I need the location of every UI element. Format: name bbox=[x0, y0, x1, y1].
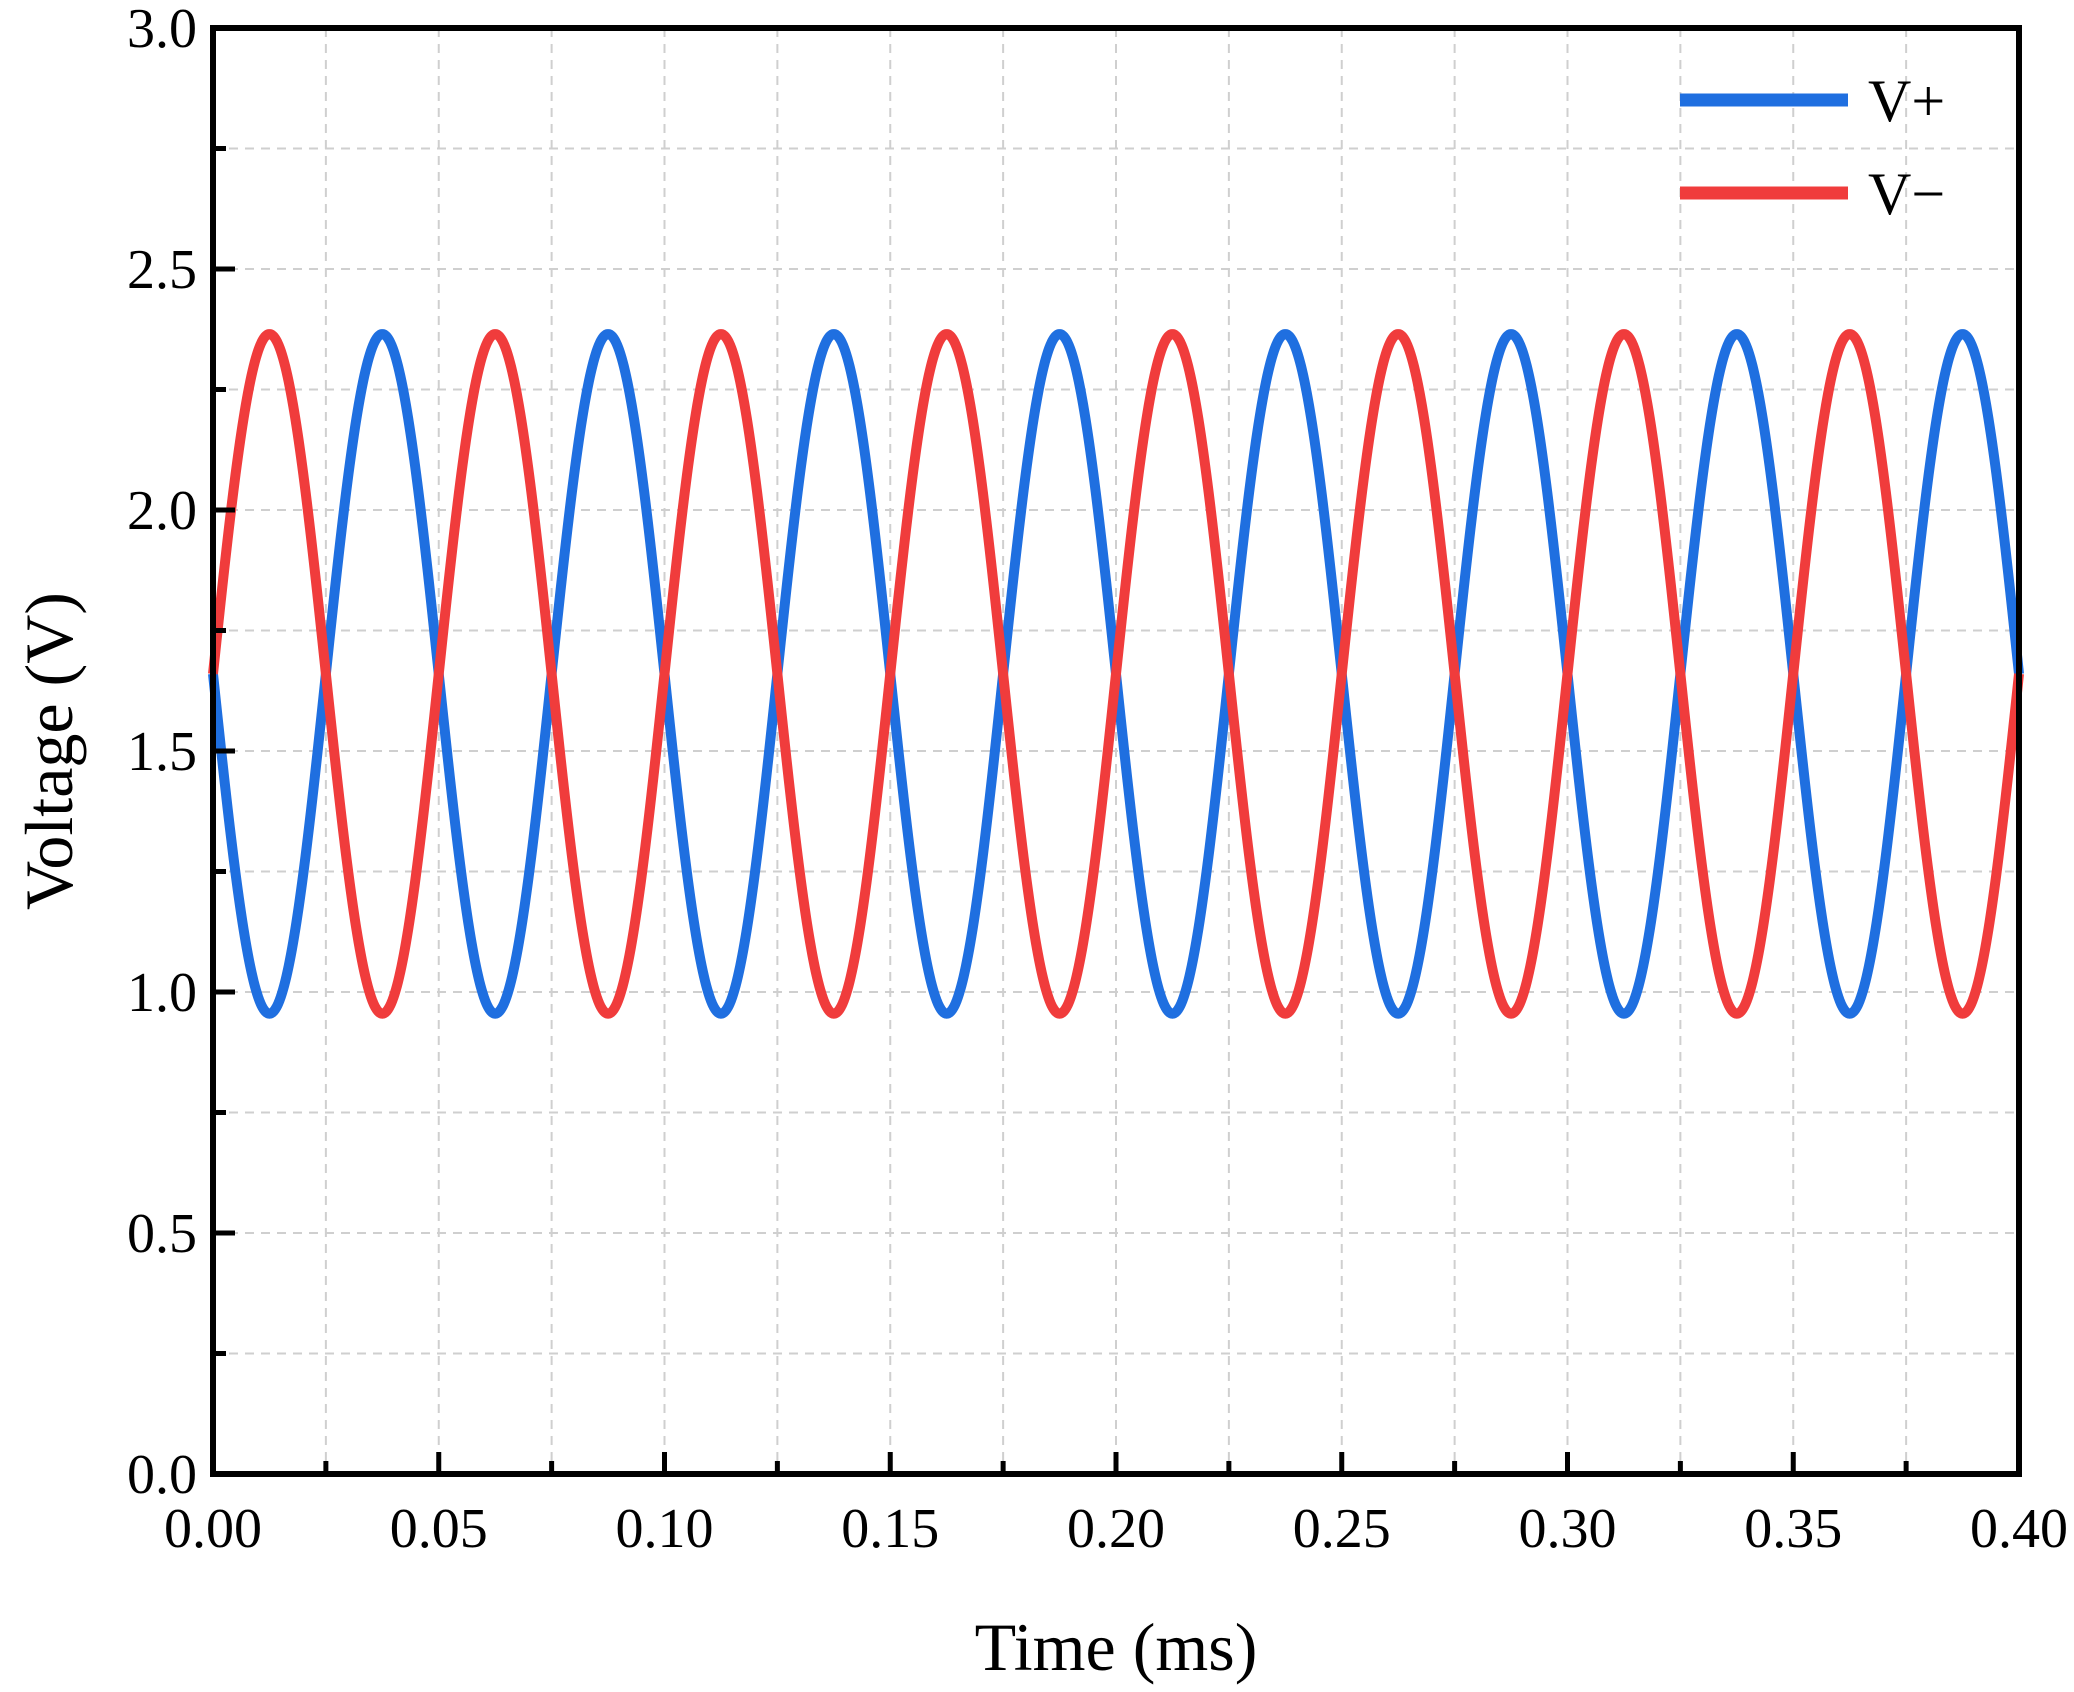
y-tick-label: 3.0 bbox=[127, 0, 197, 60]
x-axis-title: Time (ms) bbox=[975, 1609, 1258, 1685]
tick-labels: 0.00 0.05 0.10 0.15 0.20 0.25 0.30 0.35 0.40 0.0 0… bbox=[127, 0, 2068, 1560]
legend: V+ V− bbox=[1680, 68, 1945, 227]
y-tick-label: 2.0 bbox=[127, 480, 197, 542]
y-tick-label: 0.0 bbox=[127, 1444, 197, 1506]
grid bbox=[213, 28, 2019, 1474]
x-tick-label: 0.25 bbox=[1293, 1498, 1391, 1560]
series-layer bbox=[208, 329, 2024, 1019]
x-tick-label: 0.05 bbox=[390, 1498, 488, 1560]
x-tick-label: 0.00 bbox=[164, 1498, 262, 1560]
ticks bbox=[210, 25, 2022, 1477]
y-axis-title: Voltage (V) bbox=[11, 592, 87, 910]
legend-label-v-minus: V− bbox=[1868, 161, 1945, 227]
x-tick-label: 0.10 bbox=[616, 1498, 714, 1560]
x-tick-label: 0.20 bbox=[1067, 1498, 1165, 1560]
y-tick-label: 2.5 bbox=[127, 239, 197, 301]
y-tick-label: 0.5 bbox=[127, 1203, 197, 1265]
y-tick-label: 1.5 bbox=[127, 721, 197, 783]
legend-label-v-plus: V+ bbox=[1868, 68, 1945, 134]
x-tick-label: 0.35 bbox=[1744, 1498, 1842, 1560]
x-tick-label: 0.40 bbox=[1970, 1498, 2068, 1560]
series-line-v-minus bbox=[208, 329, 2024, 1019]
y-tick-label: 1.0 bbox=[127, 962, 197, 1024]
x-tick-label: 0.30 bbox=[1519, 1498, 1617, 1560]
x-tick-label: 0.15 bbox=[841, 1498, 939, 1560]
